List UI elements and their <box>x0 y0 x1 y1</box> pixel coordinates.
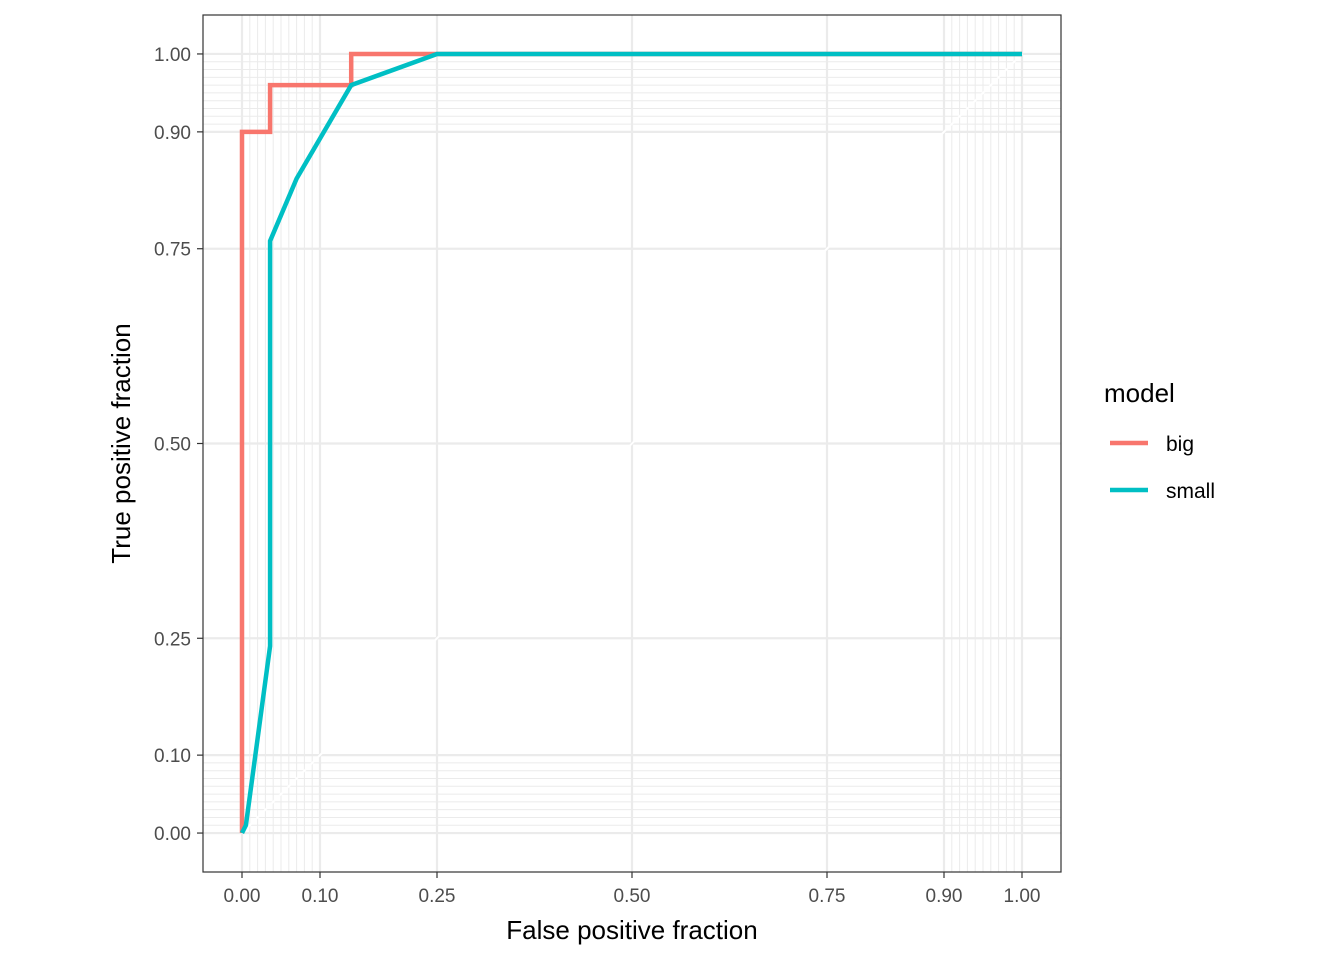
y-tick-label: 0.90 <box>154 123 191 144</box>
y-tick-label: 1.00 <box>154 45 191 66</box>
series-lines <box>239 51 1022 835</box>
x-tick-label: 0.00 <box>224 886 261 907</box>
x-tick-label: 0.10 <box>302 886 339 907</box>
x-tick-label: 0.90 <box>926 886 963 907</box>
x-tick-label: 0.50 <box>614 886 651 907</box>
y-axis-title: True positive fraction <box>106 323 136 563</box>
reference-diagonal <box>241 53 1023 834</box>
diagonal-line <box>241 53 1023 834</box>
y-tick-label: 0.00 <box>154 824 191 845</box>
legend-title: model <box>1104 378 1175 408</box>
y-axis: 0.00 0.10 0.25 0.50 0.75 0.90 1.00 <box>154 45 203 845</box>
y-tick-label: 0.50 <box>154 435 191 456</box>
y-tick-label: 0.10 <box>154 746 191 767</box>
legend-label-big: big <box>1166 433 1194 456</box>
plot-panel <box>202 14 1062 873</box>
legend-label-small: small <box>1166 480 1215 503</box>
gridlines <box>203 15 1061 872</box>
y-tick-label: 0.75 <box>154 240 191 261</box>
x-axis: 0.00 0.10 0.25 0.50 0.75 0.90 1.00 <box>224 872 1041 907</box>
series-line-big <box>239 51 1022 834</box>
x-tick-label: 0.75 <box>809 886 846 907</box>
x-tick-label: 0.25 <box>419 886 456 907</box>
x-axis-title: False positive fraction <box>506 915 757 945</box>
x-tick-label: 1.00 <box>1004 886 1041 907</box>
series-line-small <box>239 51 1022 835</box>
y-tick-label: 0.25 <box>154 629 191 650</box>
legend: model big small <box>1104 378 1215 503</box>
